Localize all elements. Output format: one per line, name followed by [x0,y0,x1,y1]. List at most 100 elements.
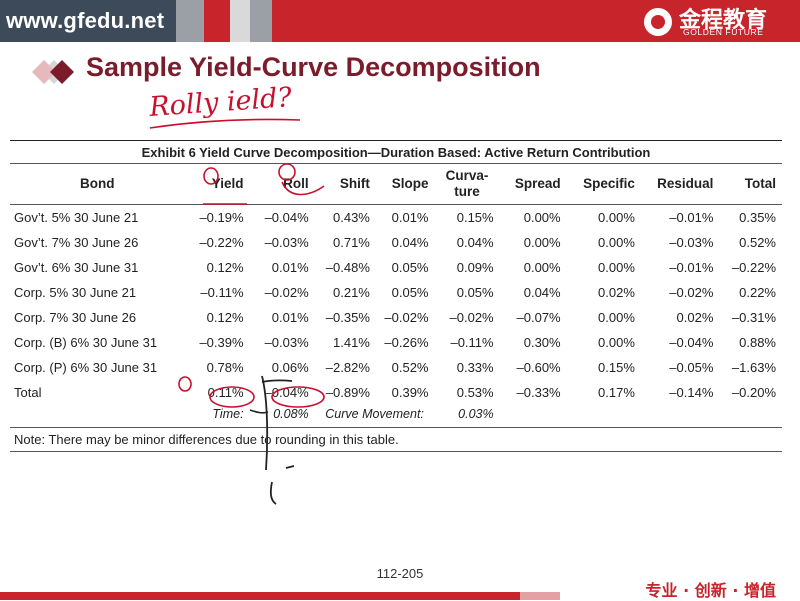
value-cell: –0.20% [731,385,776,400]
table-row: Corp. 7% 30 June 26 0.12% 0.01% –0.35% –0.02… [10,305,782,330]
decomposition-table: Bond Yield Roll Shift Slope Curva- ture … [10,164,782,423]
header-block-red2 [272,0,320,42]
header-bar: www.gfedu.net 金程教育 GOLDEN FUTURE [0,0,800,42]
value-cell: –0.14% [669,385,714,400]
column-header: Shift [339,176,370,191]
value-cell: –0.11% [200,285,244,300]
bond-name-cell: Corp. 7% 30 June 26 [14,310,137,325]
pen-stroke-small [285,465,295,469]
value-cell: 0.01% [271,260,309,275]
column-header: Total [744,176,776,191]
value-cell: –0.07% [516,310,561,325]
value-cell: 0.00% [523,210,561,225]
value-cell: 0.15% [598,360,635,375]
column-header: Spread [514,176,561,191]
value-cell: 0.00% [598,235,635,250]
column-header-line1: Curva- [445,168,489,183]
value-cell: 0.43% [333,210,370,225]
value-cell: 0.00% [523,260,561,275]
value-cell: –0.03% [264,335,309,350]
bond-name-cell: Gov’t. 7% 30 June 26 [14,235,139,250]
value-cell: 0.33% [456,360,494,375]
value-cell: 0.02% [598,285,635,300]
exhibit-caption: Exhibit 6 Yield Curve Decomposition—Dura… [10,141,782,164]
total-row: Total 0.11% –0.04% –0.89% 0.39% 0.53% –0.33% 0.… [10,380,782,405]
value-cell: –0.22% [199,235,244,250]
value-cell: 0.01% [391,210,429,225]
value-cell: –0.04% [264,385,309,400]
column-header: Specific [583,176,635,191]
value-cell: 0.01% [271,310,309,325]
value-cell: –0.19% [199,210,244,225]
column-header: Yield [211,176,244,191]
column-header: Residual [657,176,714,191]
curve-movement-value: 0.03% [458,407,494,421]
value-cell: –0.33% [516,385,561,400]
value-cell: 0.71% [333,235,370,250]
time-value: 0.08% [273,407,309,421]
logo-chinese-text: 金程教育 [679,8,768,33]
value-cell: 0.00% [598,310,635,325]
value-cell: 0.78% [206,360,244,375]
value-cell: 0.05% [391,260,429,275]
value-cell: 0.35% [739,210,776,225]
bond-name-cell: Corp. (B) 6% 30 June 31 [14,335,158,350]
value-cell: 0.00% [598,335,635,350]
column-header: Slope [391,176,429,191]
value-cell: –1.63% [731,360,776,375]
value-cell: 0.52% [391,360,429,375]
slide-title: Sample Yield-Curve Decomposition [86,52,541,82]
value-cell: –0.39% [199,335,244,350]
value-cell: –0.02% [264,285,309,300]
value-cell: –0.35% [325,310,370,325]
column-header: Bond [79,176,115,191]
value-cell: 0.12% [206,310,244,325]
value-cell: 0.09% [456,260,494,275]
bond-name-cell: Gov’t. 5% 30 June 21 [14,210,139,225]
value-cell: 0.04% [391,235,429,250]
value-cell: 1.41% [333,335,370,350]
value-cell: 0.05% [456,285,494,300]
exhibit-top-rule [10,140,782,141]
time-label: Time: [212,407,244,421]
title-diamond-icon [32,60,74,84]
site-url[interactable]: www.gfedu.net [6,8,165,33]
table-row: Gov’t. 5% 30 June 21 –0.19% –0.04% 0.43% 0.0… [10,205,782,231]
value-cell: 0.17% [598,385,635,400]
value-cell: 0.30% [523,335,561,350]
value-cell: –0.02% [449,310,494,325]
table-note: Note: There may be minor differences due… [10,427,782,452]
table-row: Gov’t. 7% 30 June 26 –0.22% –0.03% 0.71% 0.0… [10,230,782,255]
value-cell: –0.05% [669,360,714,375]
exhibit: Exhibit 6 Yield Curve Decomposition—Dura… [10,140,782,452]
value-cell: 0.12% [206,260,244,275]
value-cell: –0.03% [669,235,714,250]
value-cell: –0.60% [516,360,561,375]
column-header-line2: ture [454,184,480,199]
bond-name-cell: Gov’t. 6% 30 June 31 [14,260,139,275]
value-cell: 0.11% [207,385,244,400]
value-cell: 0.06% [271,360,309,375]
value-cell: –0.11% [450,335,494,350]
table-row: Corp. (P) 6% 30 June 31 0.78% 0.06% –2.82% 0… [10,355,782,380]
value-cell: 0.15% [456,210,494,225]
value-cell: –0.22% [731,260,776,275]
header-block-light [230,0,250,42]
table-row: Corp. 5% 30 June 21 –0.11% –0.02% 0.21% 0.05… [10,280,782,305]
value-cell: –0.02% [384,310,429,325]
value-cell: 0.88% [739,335,776,350]
value-cell: 0.05% [391,285,429,300]
note-underline [149,118,301,129]
bond-name-cell: Total [14,385,42,400]
value-cell: 0.02% [676,310,714,325]
value-cell: –0.48% [325,260,370,275]
value-cell: 0.00% [598,260,635,275]
logo-english-text: GOLDEN FUTURE [683,27,764,37]
value-cell: 0.52% [739,235,776,250]
value-cell: 0.53% [456,385,494,400]
value-cell: 0.00% [598,210,635,225]
logo-seal-icon [642,6,674,38]
value-cell: –2.82% [325,360,370,375]
value-cell: 0.00% [523,235,561,250]
handwritten-note: Rolly ield? [147,82,293,123]
